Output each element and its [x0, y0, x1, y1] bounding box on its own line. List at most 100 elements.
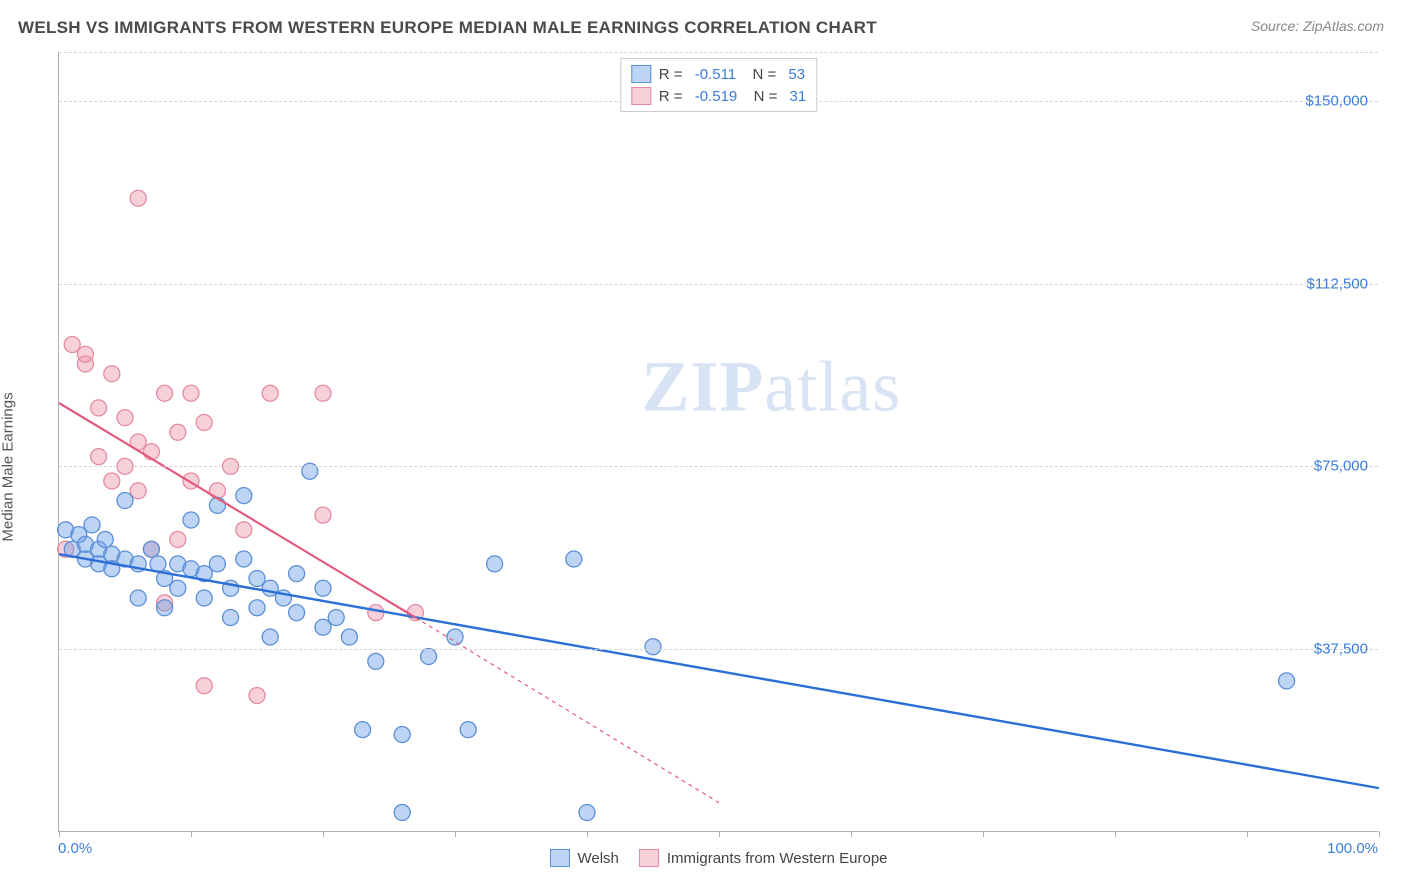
data-point [196, 678, 212, 694]
data-point [262, 385, 278, 401]
correlation-legend: R = -0.511 N = 53R = -0.519 N = 31 [620, 58, 817, 112]
data-point [368, 605, 384, 621]
n-value: 53 [788, 66, 805, 83]
data-point [368, 653, 384, 669]
x-tick [1379, 831, 1380, 837]
y-axis-label: Median Male Earnings [0, 392, 17, 541]
data-point [130, 483, 146, 499]
scatter-plot [59, 52, 1378, 831]
legend-swatch [631, 87, 651, 105]
data-point [130, 190, 146, 206]
trend-line [59, 554, 1379, 788]
data-point [579, 805, 595, 821]
data-point [91, 400, 107, 416]
data-point [196, 590, 212, 606]
x-tick [59, 831, 60, 837]
data-point [97, 532, 113, 548]
y-tick-label: $150,000 [1305, 92, 1368, 109]
data-point [104, 473, 120, 489]
data-point [236, 522, 252, 538]
legend-swatch [631, 65, 651, 83]
x-min-label: 0.0% [58, 840, 92, 857]
x-tick [1247, 831, 1248, 837]
data-point [315, 580, 331, 596]
data-point [328, 610, 344, 626]
data-point [315, 507, 331, 523]
data-point [143, 541, 159, 557]
n-label: N = [744, 66, 780, 83]
data-point [170, 580, 186, 596]
n-label: N = [745, 88, 781, 105]
data-point [77, 346, 93, 362]
x-tick [455, 831, 456, 837]
data-point [236, 488, 252, 504]
data-point [157, 385, 173, 401]
data-point [249, 571, 265, 587]
x-tick [983, 831, 984, 837]
gridline [59, 466, 1378, 467]
data-point [64, 337, 80, 353]
data-point [289, 566, 305, 582]
y-tick-label: $75,000 [1314, 458, 1368, 475]
x-tick [587, 831, 588, 837]
data-point [170, 424, 186, 440]
data-point [487, 556, 503, 572]
x-tick [719, 831, 720, 837]
x-axis-labels: 0.0% 100.0% [58, 840, 1378, 857]
x-tick [1115, 831, 1116, 837]
data-point [117, 493, 133, 509]
y-tick-label: $112,500 [1307, 275, 1368, 292]
gridline [59, 284, 1378, 285]
plot-area: ZIPatlas R = -0.511 N = 53R = -0.519 N =… [58, 52, 1378, 832]
data-point [460, 722, 476, 738]
correlation-legend-row: R = -0.519 N = 31 [631, 85, 806, 107]
data-point [315, 619, 331, 635]
x-max-label: 100.0% [1327, 840, 1378, 857]
data-point [91, 449, 107, 465]
data-point [170, 532, 186, 548]
r-label: R = [659, 88, 687, 105]
data-point [183, 385, 199, 401]
data-point [157, 600, 173, 616]
gridline [59, 52, 1378, 53]
data-point [249, 688, 265, 704]
data-point [355, 722, 371, 738]
data-point [447, 629, 463, 645]
r-label: R = [659, 66, 687, 83]
data-point [209, 483, 225, 499]
correlation-legend-row: R = -0.511 N = 53 [631, 63, 806, 85]
chart-title: WELSH VS IMMIGRANTS FROM WESTERN EUROPE … [18, 18, 877, 38]
y-tick-label: $37,500 [1314, 641, 1368, 658]
x-tick [323, 831, 324, 837]
data-point [130, 590, 146, 606]
data-point [196, 415, 212, 431]
data-point [249, 600, 265, 616]
data-point [262, 580, 278, 596]
data-point [262, 629, 278, 645]
gridline [59, 649, 1378, 650]
data-point [183, 512, 199, 528]
data-point [566, 551, 582, 567]
data-point [645, 639, 661, 655]
data-point [209, 497, 225, 513]
data-point [315, 385, 331, 401]
data-point [421, 649, 437, 665]
source-label: Source: ZipAtlas.com [1251, 18, 1384, 34]
data-point [236, 551, 252, 567]
x-tick [851, 831, 852, 837]
data-point [209, 556, 225, 572]
data-point [84, 517, 100, 533]
data-point [289, 605, 305, 621]
n-value: 31 [790, 88, 807, 105]
x-tick [191, 831, 192, 837]
data-point [117, 410, 133, 426]
data-point [223, 610, 239, 626]
data-point [341, 629, 357, 645]
r-value: -0.519 [695, 88, 738, 105]
chart-wrapper: Median Male Earnings ZIPatlas R = -0.511… [18, 52, 1388, 882]
data-point [104, 366, 120, 382]
r-value: -0.511 [695, 66, 736, 83]
data-point [394, 805, 410, 821]
data-point [394, 727, 410, 743]
data-point [1279, 673, 1295, 689]
